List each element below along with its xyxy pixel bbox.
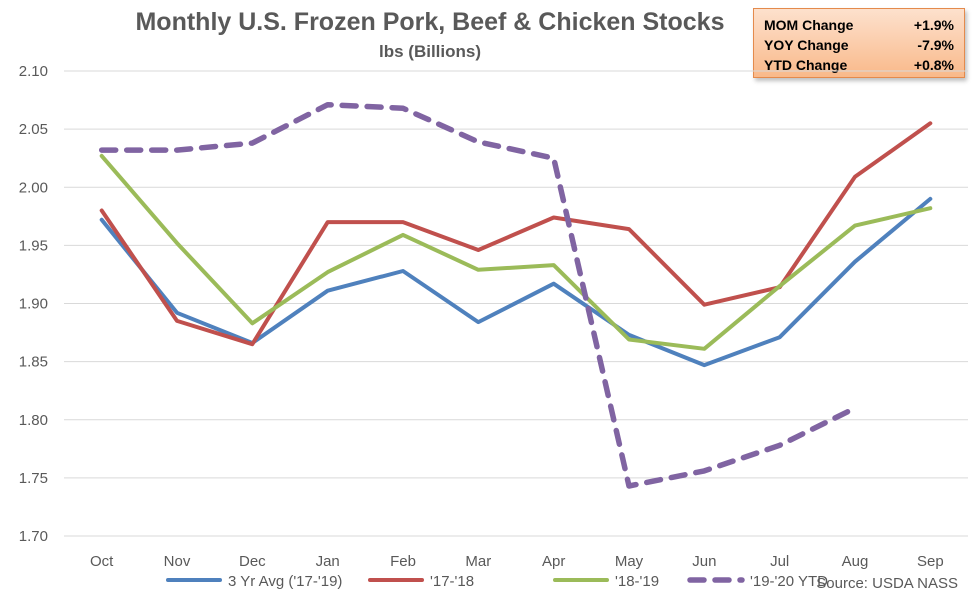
legend-label: '18-'19: [615, 573, 659, 590]
x-tick-label: Mar: [465, 553, 491, 570]
stats-row-mom: MOM Change +1.9%: [764, 15, 954, 35]
chart-subtitle: lbs (Billions): [379, 42, 481, 61]
y-tick-label: 1.95: [19, 237, 48, 254]
x-tick-label: Oct: [90, 553, 114, 570]
stats-label: MOM Change: [764, 17, 854, 33]
stats-value: +0.8%: [913, 57, 954, 73]
y-tick-label: 1.75: [19, 470, 48, 487]
stats-label: YTD Change: [764, 57, 848, 73]
y-tick-label: 2.00: [19, 179, 48, 196]
y-tick-label: 1.70: [19, 528, 48, 545]
y-tick-label: 1.80: [19, 412, 48, 429]
legend-label: '17-'18: [430, 573, 474, 590]
x-tick-label: Dec: [239, 553, 266, 570]
stats-label: YOY Change: [764, 37, 849, 53]
y-tick-label: 2.05: [19, 121, 48, 138]
x-tick-label: Nov: [164, 553, 191, 570]
source-note: Source: USDA NASS: [816, 575, 958, 592]
x-tick-label: Apr: [542, 553, 565, 570]
stats-row-ytd: YTD Change +0.8%: [764, 55, 954, 75]
stats-value: +1.9%: [913, 17, 954, 33]
chart-title: Monthly U.S. Frozen Pork, Beef & Chicken…: [135, 8, 725, 36]
stats-value: -7.9%: [917, 37, 954, 53]
x-tick-label: Jan: [316, 553, 340, 570]
x-tick-label: Feb: [390, 553, 416, 570]
x-tick-label: May: [615, 553, 644, 570]
series-line: [99, 121, 933, 347]
series-line: [98, 101, 858, 489]
stats-row-yoy: YOY Change -7.9%: [764, 35, 954, 55]
y-tick-label: 1.90: [19, 296, 48, 313]
legend-label: 3 Yr Avg ('17-'19): [228, 573, 342, 590]
y-tick-label: 1.85: [19, 354, 48, 371]
series-line: [99, 153, 933, 351]
legend-label: '19-'20 YTD: [750, 573, 828, 590]
series-line: [99, 196, 933, 368]
x-tick-label: Aug: [842, 553, 869, 570]
change-summary-box: MOM Change +1.9% YOY Change -7.9% YTD Ch…: [753, 8, 965, 78]
x-tick-label: Sep: [917, 553, 944, 570]
y-tick-label: 2.10: [19, 63, 48, 80]
x-tick-label: Jun: [692, 553, 716, 570]
x-tick-label: Jul: [770, 553, 789, 570]
